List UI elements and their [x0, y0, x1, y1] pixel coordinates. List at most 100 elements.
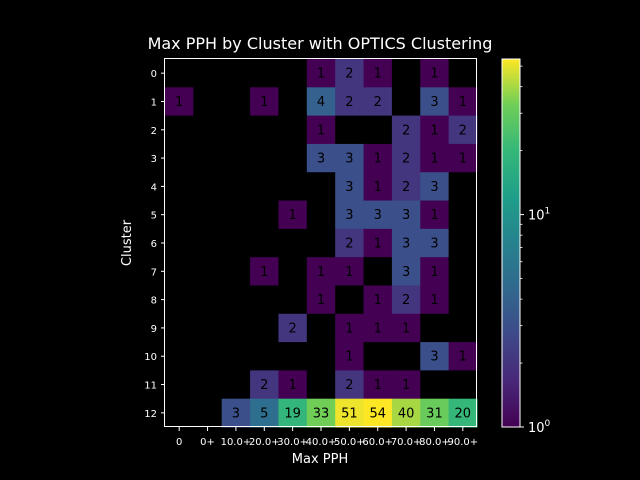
y-tick-label: 12	[144, 409, 157, 420]
heatmap-cell	[193, 200, 223, 230]
heatmap-cell	[448, 143, 478, 173]
cell-value-label: 2	[402, 152, 410, 167]
heatmap-cell	[193, 370, 223, 400]
cell-value-label: 3	[430, 180, 438, 195]
cell-value-label: 3	[430, 237, 438, 252]
heatmap-cell	[165, 172, 194, 202]
cell-value-label: 1	[345, 321, 353, 336]
heatmap-cell	[391, 257, 421, 286]
heatmap-cell	[448, 87, 478, 117]
cell-value-label: 51	[341, 406, 358, 421]
heatmap-cell	[391, 59, 421, 88]
heatmap-cell	[335, 115, 365, 145]
x-tick-label: 80.0+	[419, 437, 450, 448]
y-tick-label: 10	[144, 352, 157, 363]
heatmap-cell	[448, 200, 478, 230]
y-tick-label: 3	[151, 154, 157, 165]
heatmap-cell	[221, 313, 251, 343]
colorbar-tick-label: 100	[528, 419, 551, 436]
heatmap-cell	[363, 370, 393, 400]
heatmap-cell	[278, 172, 308, 202]
heatmap-cell	[250, 342, 279, 371]
colorbar-tick-label: 101	[528, 207, 550, 224]
cell-value-label: 2	[345, 95, 353, 110]
heatmap-cell	[165, 228, 194, 258]
y-tick-label: 11	[144, 381, 157, 392]
heatmap-cell	[165, 143, 194, 173]
heatmap-cell	[448, 370, 478, 400]
heatmap-cell	[165, 257, 194, 286]
heatmap-cell	[193, 228, 223, 258]
cell-value-label: 1	[317, 123, 325, 138]
cell-value-label: 1	[459, 95, 467, 110]
heatmap-cell	[278, 87, 308, 117]
heatmap-cell	[250, 115, 279, 145]
cell-value-label: 1	[459, 350, 467, 365]
heatmap-cell	[363, 143, 393, 173]
heatmap-cell	[448, 59, 478, 88]
heatmap-cell	[306, 143, 336, 173]
heatmap-cell	[363, 59, 393, 88]
heatmap-cell	[250, 257, 279, 286]
heatmap-cell	[391, 370, 421, 400]
heatmap-cell	[335, 257, 365, 286]
heatmap-cell	[306, 200, 336, 230]
heatmap-cell	[221, 115, 251, 145]
x-axis: 0 0+ 10.0+20.0+30.0+40.0+50.0+60.0+70.0+80…	[176, 427, 478, 448]
cell-value-label: 3	[430, 350, 438, 365]
x-tick-label: 70.0+	[391, 437, 422, 448]
heatmap-cells	[165, 59, 478, 428]
heatmap-cell	[363, 115, 393, 145]
heatmap-cell	[420, 59, 450, 88]
heatmap-cell	[221, 172, 251, 202]
heatmap-cell	[221, 228, 251, 258]
y-tick-label: 7	[151, 267, 157, 278]
heatmap-cell	[420, 342, 450, 371]
x-tick-label: 0	[176, 437, 182, 448]
heatmap-cell	[221, 285, 251, 315]
cell-value-label: 1	[260, 95, 268, 110]
cell-value-label: 1	[345, 350, 353, 365]
cell-value-label: 3	[345, 152, 353, 167]
heatmap-cell	[250, 398, 279, 428]
heatmap-cell	[420, 285, 450, 315]
heatmap-cell	[363, 313, 393, 343]
heatmap-cell	[278, 143, 308, 173]
heatmap-cell	[448, 257, 478, 286]
heatmap-cell	[335, 172, 365, 202]
heatmap-cell	[193, 115, 223, 145]
heatmap-cell	[363, 172, 393, 202]
cell-value-label: 3	[430, 95, 438, 110]
heatmap-cell	[193, 285, 223, 315]
heatmap-cell	[391, 313, 421, 343]
x-tick-label: 30.0+	[277, 437, 308, 448]
cell-value-label: 1	[430, 293, 438, 308]
cell-value-label: 1	[317, 293, 325, 308]
heatmap-cell	[363, 257, 393, 286]
heatmap-cell	[221, 398, 251, 428]
heatmap-cell	[391, 228, 421, 258]
heatmap-cell	[363, 228, 393, 258]
cell-value-label: 1	[317, 265, 325, 280]
heatmap-cell	[391, 342, 421, 371]
heatmap-cell	[278, 370, 308, 400]
heatmap-cell	[306, 342, 336, 371]
colorbar	[502, 59, 520, 427]
cell-value-label: 1	[374, 180, 382, 195]
cell-value-label: 19	[284, 406, 301, 421]
heatmap-cell	[335, 87, 365, 117]
heatmap-cell	[420, 115, 450, 145]
y-tick-label: 2	[151, 126, 157, 137]
cell-value-label: 4	[317, 95, 325, 110]
y-tick-label: 4	[151, 182, 157, 193]
heatmap-cell	[335, 398, 365, 428]
heatmap-cell	[391, 285, 421, 315]
heatmap-cell	[335, 59, 365, 88]
heatmap-cell	[250, 228, 279, 258]
y-tick-label: 1	[151, 97, 157, 108]
heatmap-cell	[278, 200, 308, 230]
heatmap-cell	[221, 143, 251, 173]
heatmap-cell	[165, 200, 194, 230]
heatmap-cell	[335, 228, 365, 258]
